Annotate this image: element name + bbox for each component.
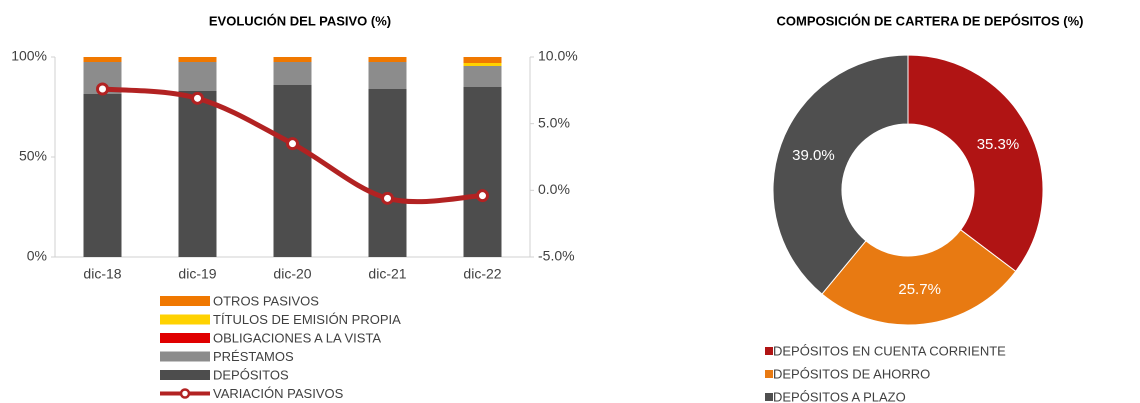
y-tick-label: 100%: [11, 48, 47, 64]
donut-slice: [907, 54, 1044, 273]
legend-swatch: [160, 296, 210, 306]
bar-segment: [178, 57, 217, 62]
data-label: 35.3%: [977, 136, 1020, 153]
line-marker: [476, 189, 489, 203]
legend-label: DEPÓSITOS A PLAZO: [773, 389, 906, 403]
legend-swatch: [160, 370, 210, 380]
bar-segment: [178, 62, 217, 91]
y-tick-label: 50%: [19, 148, 47, 164]
legend-swatch: [160, 333, 210, 343]
x-tick-label: dic-20: [273, 266, 311, 282]
bar-segment: [463, 57, 502, 63]
x-tick-label: dic-22: [463, 266, 501, 282]
donut-slice: [772, 54, 909, 295]
y2-tick-label: -5.0%: [538, 248, 575, 264]
bar-segment: [273, 62, 312, 85]
bar-segment: [368, 89, 407, 257]
legend-label: TÍTULOS DE EMISIÓN PROPIA: [213, 312, 401, 327]
bar-segment: [463, 66, 502, 87]
line-marker: [96, 82, 109, 96]
legend-swatch: [765, 347, 773, 355]
legend-swatch: [160, 314, 210, 325]
data-label: 25.7%: [898, 281, 941, 298]
donut-slice: [821, 229, 1017, 326]
chart-title: COMPOSICIÓN DE CARTERA DE DEPÓSITOS (%): [777, 13, 1084, 28]
legend-label: DEPÓSITOS EN CUENTA CORRIENTE: [773, 343, 1006, 358]
line-marker: [191, 91, 204, 105]
bar-segment: [368, 57, 407, 62]
bar-segment: [83, 94, 122, 257]
legend-swatch: [765, 393, 773, 401]
legend-swatch: [160, 351, 210, 362]
bar-segment: [273, 57, 312, 62]
chart-title: EVOLUCIÓN DEL PASIVO (%): [209, 13, 391, 28]
legend-label: VARIACIÓN PASIVOS: [213, 386, 344, 401]
line-marker: [381, 191, 394, 205]
bar-segment: [463, 87, 502, 257]
x-tick-label: dic-21: [368, 266, 406, 282]
legend-label: DEPÓSITOS DE AHORRO: [773, 366, 930, 381]
legend-label: DEPÓSITOS: [213, 367, 289, 382]
legend-swatch: [179, 388, 191, 399]
legend-swatch: [765, 370, 773, 378]
x-tick-label: dic-18: [83, 266, 121, 282]
bar-segment: [463, 63, 502, 66]
legend-label: OTROS PASIVOS: [213, 293, 319, 308]
bar-segment: [178, 91, 217, 257]
data-label: 39.0%: [792, 147, 835, 164]
bar-segment: [368, 62, 407, 89]
y2-tick-label: 5.0%: [538, 114, 570, 130]
legend-label: OBLIGACIONES A LA VISTA: [213, 330, 381, 345]
bar-segment: [273, 85, 312, 257]
x-tick-label: dic-19: [178, 266, 216, 282]
y2-tick-label: 10.0%: [538, 48, 578, 64]
line-marker: [286, 137, 299, 151]
bar-segment: [83, 57, 122, 62]
y-tick-label: 0%: [27, 248, 47, 264]
legend-label: PRÉSTAMOS: [213, 349, 294, 364]
y2-tick-label: 0.0%: [538, 181, 570, 197]
